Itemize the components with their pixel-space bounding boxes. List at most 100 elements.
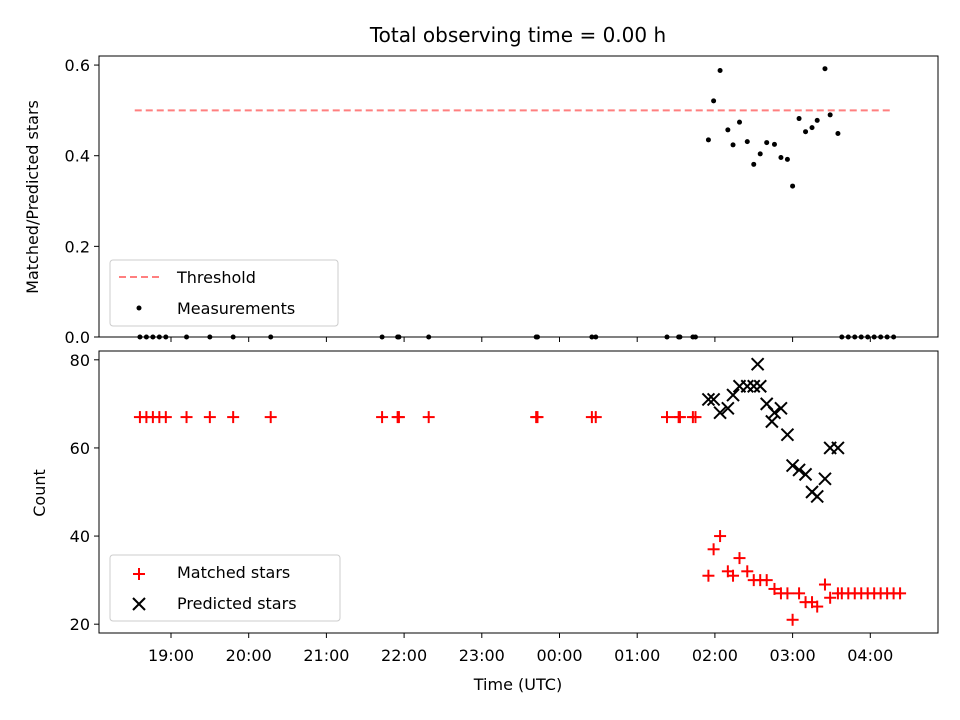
- bottom-ytick-label: 60: [70, 439, 90, 458]
- predicted-star-stroke-b: [774, 401, 788, 415]
- bottom-xtick-label: 19:00: [148, 646, 194, 665]
- predicted-star-point: [780, 428, 795, 442]
- matched-star-point: [811, 600, 824, 613]
- matched-star-point: [894, 587, 907, 600]
- predicted-star-point: [774, 401, 788, 415]
- predicted-star-point: [701, 392, 716, 407]
- matched-star-point: [702, 569, 715, 582]
- matched-star-point: [673, 411, 686, 424]
- top-legend-threshold-label: Threshold: [176, 268, 256, 287]
- predicted-star-stroke-b: [785, 458, 800, 473]
- top-yticks: 0.0 0.2 0.4 0.6: [65, 56, 99, 347]
- measurement-point: [751, 161, 757, 167]
- measurement-point: [730, 142, 736, 148]
- predicted-star-point: [767, 405, 782, 420]
- predicted-star-stroke-b: [701, 392, 716, 407]
- predicted-star-stroke-b: [765, 414, 779, 429]
- measurement-point: [790, 183, 796, 189]
- bottom-xtick-label: 02:00: [692, 646, 738, 665]
- predicted-star-stroke-b: [798, 467, 813, 482]
- matched-star-point: [727, 569, 740, 582]
- bottom-ytick-label: 40: [70, 527, 90, 546]
- predicted-star-point: [750, 357, 765, 371]
- predicted-star-point: [713, 405, 727, 420]
- measurement-point: [705, 137, 711, 143]
- predicted-star-point: [810, 489, 824, 504]
- matched-star-point: [768, 582, 781, 595]
- top-ylabel: Matched/Predicted stars: [23, 100, 42, 294]
- matched-star-point: [786, 613, 799, 626]
- bottom-xtick-label: 23:00: [459, 646, 505, 665]
- bottom-xtick-label: 03:00: [770, 646, 816, 665]
- top-legend: Threshold Measurements: [109, 259, 339, 327]
- matched-star-point: [422, 411, 435, 424]
- predicted-star-point: [740, 379, 754, 393]
- measurement-point: [778, 155, 784, 161]
- bottom-legend-predicted-swatch: [132, 597, 146, 611]
- predicted-star-stroke-b: [780, 428, 795, 442]
- measurement-point: [744, 139, 750, 145]
- bottom-legend-matched-label: Matched stars: [177, 563, 290, 582]
- bottom-ytick-label: 80: [70, 351, 90, 370]
- predicted-star-stroke-b: [721, 401, 735, 415]
- predicted-star-stroke-b: [753, 379, 767, 393]
- matched-star-point: [824, 591, 837, 604]
- predicted-star-point: [747, 379, 761, 393]
- measurement-point: [835, 131, 841, 137]
- measurement-point: [814, 117, 820, 123]
- measurement-point: [809, 125, 815, 131]
- bottom-points-layer: [133, 357, 907, 626]
- matched-star-point: [159, 411, 172, 424]
- bottom-legend-matched-swatch: [133, 568, 145, 580]
- top-xticks: [170, 337, 871, 342]
- top-legend-measurements-label: Measurements: [177, 299, 295, 318]
- measurement-point: [803, 129, 809, 135]
- matched-star-point: [689, 411, 702, 424]
- matched-star-point: [264, 411, 277, 424]
- matched-star-point: [392, 411, 405, 424]
- predicted-star-stroke-b: [750, 357, 765, 371]
- matched-star-point: [227, 411, 240, 424]
- bottom-legend-predicted-label: Predicted stars: [177, 594, 297, 613]
- measurement-point: [711, 98, 717, 104]
- predicted-star-point: [818, 472, 832, 486]
- bottom-legend-box: [109, 554, 341, 622]
- bottom-xlabel: Time (UTC): [473, 675, 562, 694]
- matched-star-point: [180, 411, 193, 424]
- measurement-point: [827, 112, 833, 118]
- predicted-star-point: [753, 379, 767, 393]
- matched-star-point: [660, 411, 673, 424]
- matched-star-point: [741, 565, 754, 578]
- matched-star-point: [760, 574, 773, 587]
- predicted-star-stroke-b: [792, 463, 806, 477]
- top-ytick-label: 0.4: [65, 147, 90, 166]
- bottom-ylabel: Count: [30, 469, 49, 517]
- matched-star-point: [376, 411, 389, 424]
- top-ytick-label: 0.0: [65, 328, 90, 347]
- matched-star-point: [531, 411, 544, 424]
- predicted-star-stroke-b: [831, 441, 845, 455]
- predicted-star-stroke-b: [767, 405, 782, 420]
- matched-star-point: [589, 411, 602, 424]
- bottom-ytick-label: 20: [70, 615, 90, 634]
- predicted-star-point: [831, 441, 845, 455]
- measurement-point: [822, 66, 828, 72]
- bottom-xtick-label: 00:00: [536, 646, 582, 665]
- measurement-point: [737, 119, 743, 125]
- predicted-star-point: [721, 401, 735, 415]
- matched-star-point: [733, 552, 746, 565]
- measurement-point: [725, 127, 731, 133]
- measurement-point: [764, 140, 770, 146]
- measurement-point: [717, 68, 723, 74]
- matched-star-point: [818, 578, 831, 591]
- predicted-star-stroke-b: [747, 379, 761, 393]
- predicted-star-point: [706, 392, 721, 407]
- measurement-point: [796, 116, 802, 122]
- bottom-axes-frame: [98, 350, 939, 634]
- top-axes-frame: [98, 55, 939, 338]
- predicted-star-stroke-b: [818, 472, 832, 486]
- bottom-yticks: 20 40 60 80: [70, 351, 99, 634]
- matched-star-point: [203, 411, 216, 424]
- top-axes: 0.0 0.2 0.4 0.6 Matched/Predicted stars Thr…: [23, 55, 939, 347]
